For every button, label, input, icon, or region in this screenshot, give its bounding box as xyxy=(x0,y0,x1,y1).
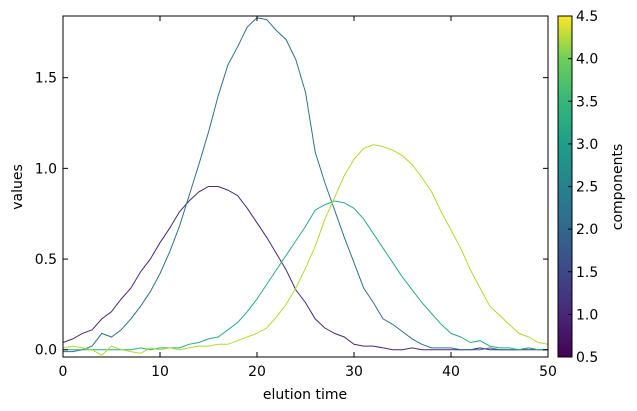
colorbar-ticks: 0.5 1.0 1.5 2.0 2.5 3.0 3.5 4.0 4.5 xyxy=(568,9,598,366)
colorbar-tick-label: 4.5 xyxy=(576,9,598,25)
colorbar-label: components xyxy=(610,144,626,231)
y-tick-label: 1.5 xyxy=(35,71,57,87)
x-tick-label: 0 xyxy=(59,364,68,380)
colorbar-tick-label: 3.5 xyxy=(576,94,598,110)
x-axis: 0 10 20 30 40 50 xyxy=(59,16,557,380)
series-layer xyxy=(63,17,548,356)
x-tick-label: 50 xyxy=(539,364,557,380)
colorbar-tick-label: 4.0 xyxy=(576,52,598,68)
colorbar-tick-label: 1.0 xyxy=(576,307,598,323)
y-tick-label: 0.5 xyxy=(35,252,57,268)
colorbar-tick-label: 3.0 xyxy=(576,137,598,153)
x-tick-label: 40 xyxy=(442,364,460,380)
colorbar-tick-label: 2.0 xyxy=(576,222,598,238)
colorbar: 0.5 1.0 1.5 2.0 2.5 3.0 3.5 4.0 4.5 components xyxy=(557,9,626,366)
colorbar-tick-label: 2.5 xyxy=(576,180,598,196)
colorbar-tick-label: 1.5 xyxy=(576,265,598,281)
x-tick-label: 30 xyxy=(345,364,363,380)
x-tick-label: 10 xyxy=(151,364,169,380)
x-axis-label: elution time xyxy=(263,387,347,403)
series-line-component-3 xyxy=(63,200,548,351)
series-line-component-4 xyxy=(63,144,548,356)
y-tick-label: 0.0 xyxy=(35,343,57,359)
y-tick-label: 1.0 xyxy=(35,161,57,177)
plot-frame xyxy=(62,15,549,358)
y-axis: 0.0 0.5 1.0 1.5 xyxy=(35,71,548,359)
colorbar-tick-label: 0.5 xyxy=(576,350,598,366)
x-tick-label: 20 xyxy=(248,364,266,380)
series-line-component-2 xyxy=(63,17,548,353)
y-axis-label: values xyxy=(10,164,26,210)
